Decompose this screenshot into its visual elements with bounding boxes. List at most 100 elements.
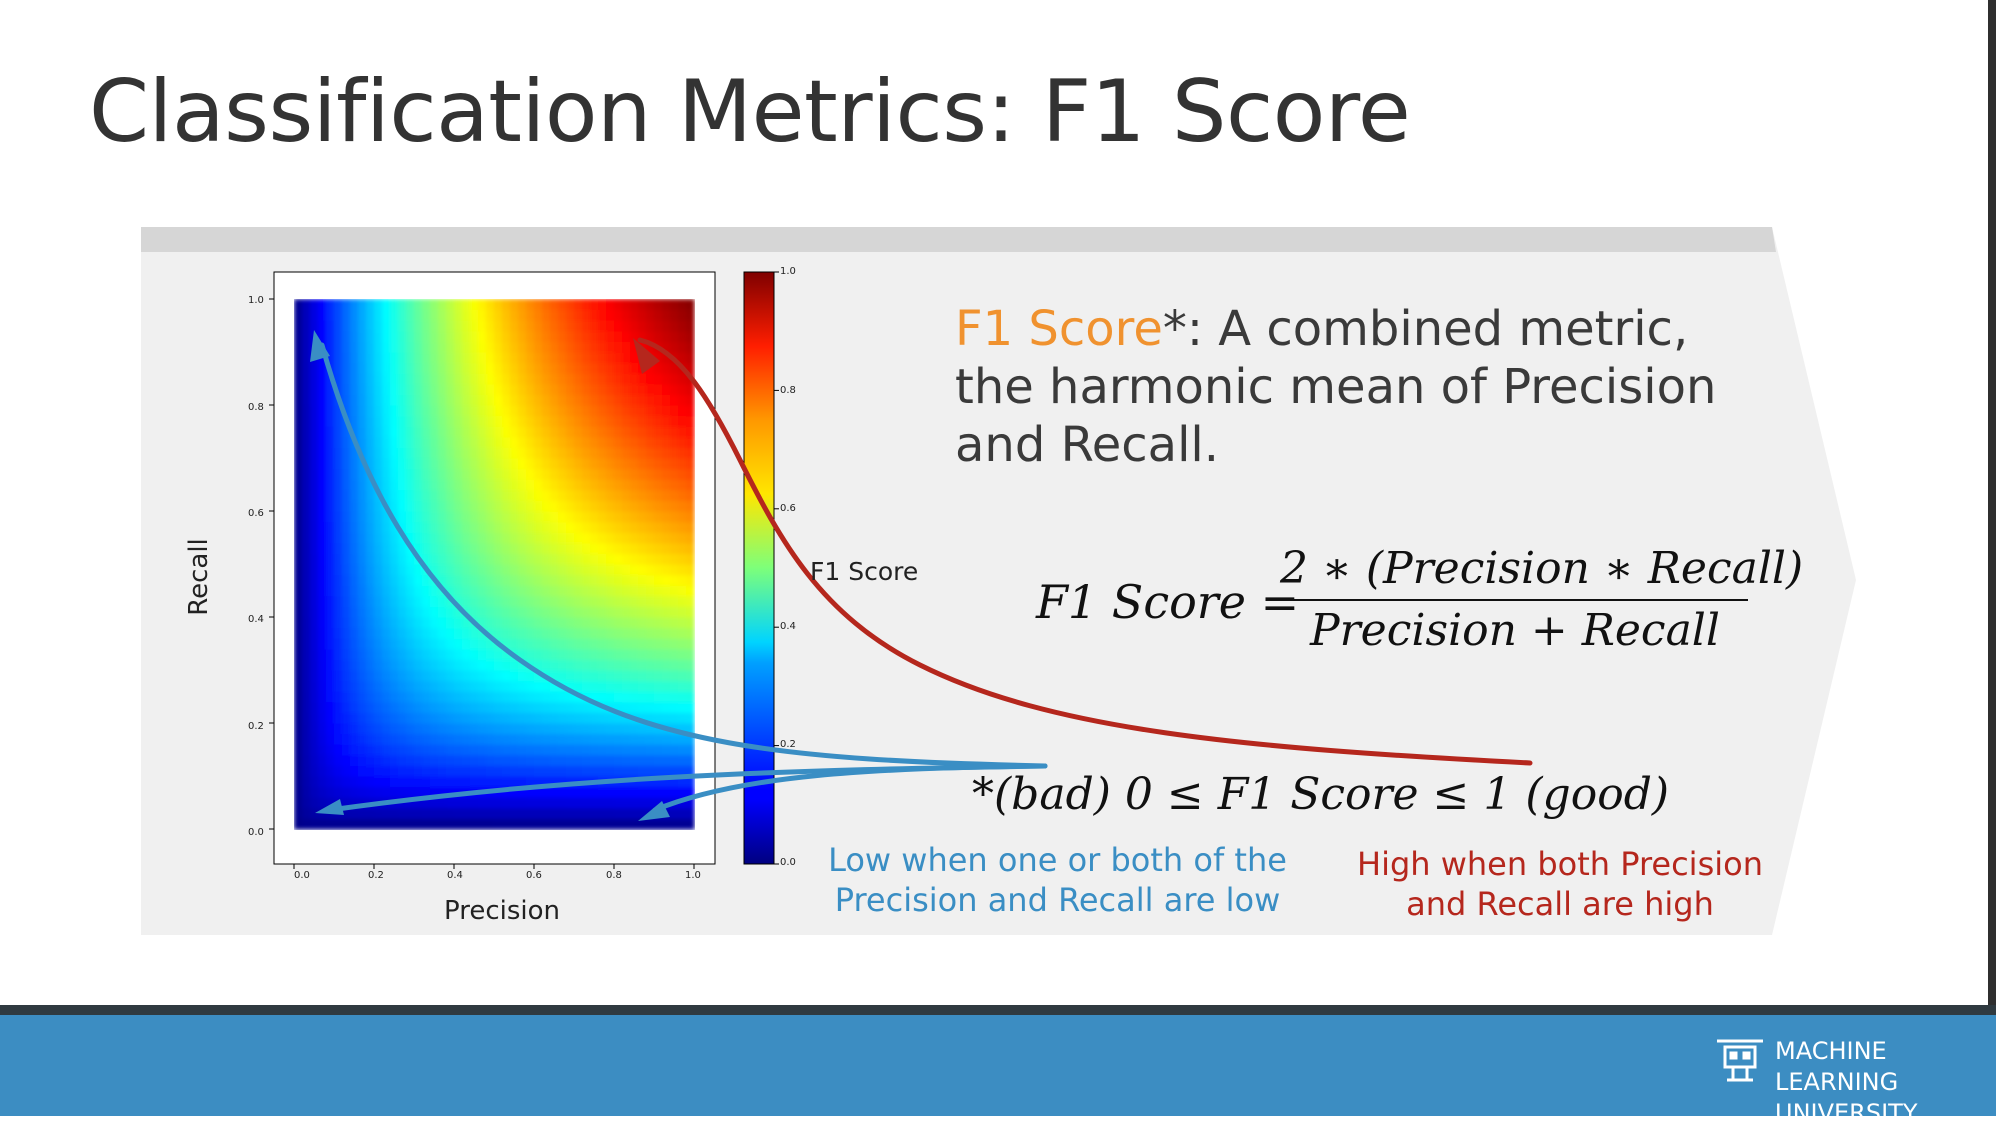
heatmap-cell xyxy=(534,786,543,798)
heatmap-cell xyxy=(622,426,631,438)
heatmap-cell xyxy=(646,383,655,395)
heatmap-cell xyxy=(574,680,583,692)
heatmap-cell xyxy=(686,532,695,544)
heatmap-cell xyxy=(318,436,327,448)
heatmap-cell xyxy=(550,691,559,703)
heatmap-cell xyxy=(686,691,695,703)
heatmap-cell xyxy=(478,553,487,565)
heatmap-cell xyxy=(342,542,351,554)
heatmap-cell xyxy=(414,701,423,713)
heatmap-cell xyxy=(614,320,623,332)
heatmap-cell xyxy=(398,511,407,523)
heatmap-cell xyxy=(550,458,559,470)
heatmap-cell xyxy=(454,500,463,512)
heatmap-cell xyxy=(406,383,415,395)
heatmap-cell xyxy=(350,362,359,374)
heatmap-cell xyxy=(510,373,519,385)
heatmap-cell xyxy=(582,553,591,565)
heatmap-cell xyxy=(526,352,535,364)
heatmap-cell xyxy=(678,585,687,597)
heatmap-cell xyxy=(550,511,559,523)
heatmap-cell xyxy=(470,765,479,777)
heatmap-cell xyxy=(510,468,519,480)
heatmap-cell xyxy=(358,797,367,809)
heatmap-cell xyxy=(670,648,679,660)
heatmap-cell xyxy=(502,468,511,480)
heatmap-cell xyxy=(326,489,335,501)
heatmap-cell xyxy=(502,553,511,565)
heatmap-cell xyxy=(366,733,375,745)
heatmap-cell xyxy=(294,723,303,735)
heatmap-cell xyxy=(406,299,415,311)
heatmap-cell xyxy=(686,595,695,607)
heatmap-cell xyxy=(598,723,607,735)
heatmap-cell xyxy=(294,659,303,671)
heatmap-cell xyxy=(606,659,615,671)
heatmap-cell xyxy=(366,426,375,438)
heatmap-cell xyxy=(414,299,423,311)
heatmap-cell xyxy=(526,617,535,629)
heatmap-cell xyxy=(334,701,343,713)
heatmap-cell xyxy=(654,638,663,650)
heatmap-cell xyxy=(622,765,631,777)
heatmap-cell xyxy=(518,786,527,798)
low-arrows xyxy=(319,342,1048,813)
heatmap-cell xyxy=(606,362,615,374)
heatmap-cell xyxy=(486,500,495,512)
heatmap-cell xyxy=(294,627,303,639)
heatmap-cell xyxy=(566,585,575,597)
heatmap-cell xyxy=(606,479,615,491)
heatmap-cell xyxy=(654,744,663,756)
heatmap-cell xyxy=(342,405,351,417)
heatmap-cell xyxy=(494,733,503,745)
heatmap-cell xyxy=(374,691,383,703)
heatmap-cell xyxy=(590,415,599,427)
heatmap-cell xyxy=(486,320,495,332)
heatmap-cell xyxy=(438,489,447,501)
heatmap-cell xyxy=(638,468,647,480)
heatmap-cell xyxy=(350,405,359,417)
heatmap-cell xyxy=(414,585,423,597)
heatmap-cell xyxy=(390,638,399,650)
heatmap-cell xyxy=(398,405,407,417)
heatmap-cell xyxy=(478,436,487,448)
heatmap-cell xyxy=(566,797,575,809)
heatmap-cell xyxy=(350,744,359,756)
heatmap-cell xyxy=(510,754,519,766)
heatmap-cell xyxy=(582,383,591,395)
heatmap-cell xyxy=(510,500,519,512)
heatmap-cell xyxy=(638,638,647,650)
heatmap-cell xyxy=(550,362,559,374)
heatmap-cell xyxy=(630,532,639,544)
definition-text: F1 Score*: A combined metric, the harmon… xyxy=(955,300,1735,474)
heatmap-cell xyxy=(374,341,383,353)
heatmap-cell xyxy=(638,670,647,682)
heatmap-cell xyxy=(478,595,487,607)
heatmap-cell xyxy=(502,744,511,756)
heatmap-cell xyxy=(598,362,607,374)
heatmap-cell xyxy=(598,330,607,342)
heatmap-cell xyxy=(302,458,311,470)
heatmap-cell xyxy=(526,468,535,480)
heatmap-cell xyxy=(510,542,519,554)
colorbar-tick-label: 0.2 xyxy=(780,739,796,750)
heatmap-cell xyxy=(686,405,695,417)
heatmap-cell xyxy=(406,818,415,830)
heatmap-cell xyxy=(430,595,439,607)
heatmap-cell xyxy=(478,500,487,512)
heatmap-cell xyxy=(606,299,615,311)
heatmap-cell xyxy=(542,542,551,554)
heatmap-cell xyxy=(366,405,375,417)
heatmap-cell xyxy=(462,776,471,788)
heatmap-cell xyxy=(670,394,679,406)
heatmap-cell xyxy=(574,648,583,660)
heatmap-cell xyxy=(638,765,647,777)
heatmap-cell xyxy=(342,511,351,523)
heatmap-cell xyxy=(334,479,343,491)
heatmap-cell xyxy=(374,553,383,565)
heatmap-cell xyxy=(662,754,671,766)
heatmap-cell xyxy=(342,776,351,788)
heatmap-cell xyxy=(406,500,415,512)
heatmap-cell xyxy=(430,691,439,703)
heatmap-cell xyxy=(558,479,567,491)
